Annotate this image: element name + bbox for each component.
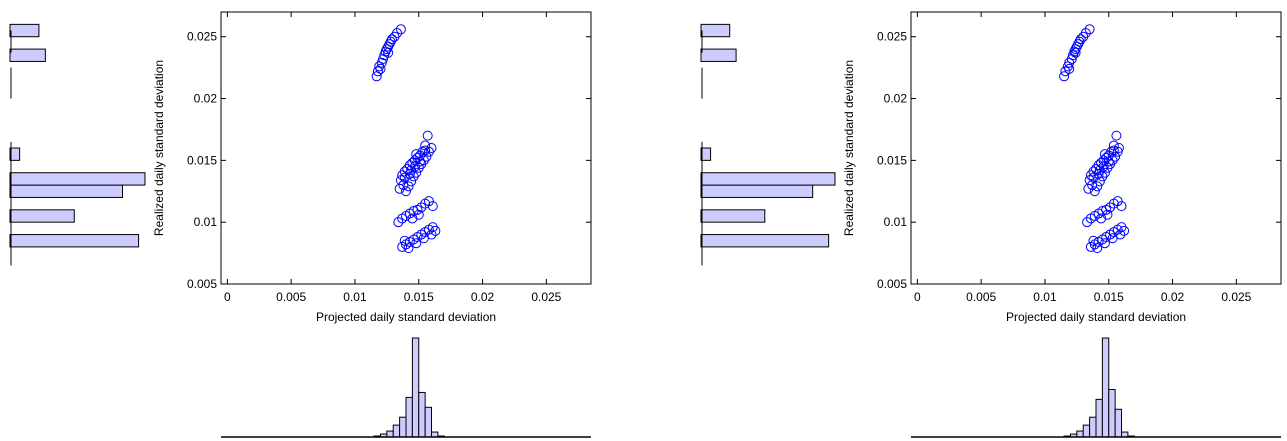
- histogram-bar: [1109, 389, 1115, 437]
- x-tick-label: 0: [914, 290, 921, 304]
- x-tick-label: 0.005: [276, 290, 306, 304]
- marginal-histogram-realized-1: [10, 24, 145, 265]
- histogram-bar: [1090, 417, 1096, 437]
- histogram-bar: [10, 235, 139, 247]
- histogram-bar: [10, 24, 39, 36]
- histogram-bar: [701, 49, 736, 61]
- histogram-bar: [10, 210, 74, 222]
- x-tick-label: 0.01: [1033, 290, 1057, 304]
- histogram-bar: [425, 407, 431, 437]
- y-tick-label: 0.02: [194, 92, 218, 106]
- y-tick-label: 0.005: [187, 277, 217, 291]
- y-tick-label: 0.015: [187, 153, 217, 167]
- x-tick-label: 0.025: [1221, 290, 1251, 304]
- histogram-bar: [1077, 431, 1083, 437]
- histogram-bar: [1096, 399, 1102, 437]
- histogram-bar: [1102, 338, 1108, 437]
- y-tick-label: 0.025: [187, 30, 217, 44]
- histogram-bar: [1115, 409, 1121, 437]
- x-tick-label: 0.025: [531, 290, 561, 304]
- x-tick-label: 0.015: [1094, 290, 1124, 304]
- histogram-bar: [10, 185, 123, 197]
- x-tick-label: 0.015: [404, 290, 434, 304]
- histogram-bar: [393, 425, 399, 437]
- y-axis-label-2: Realized daily standard deviation: [842, 60, 856, 236]
- histogram-bar: [1083, 425, 1089, 437]
- x-tick-label: 0: [224, 290, 231, 304]
- histogram-bar: [701, 185, 813, 197]
- plot-frame-2: [911, 12, 1281, 284]
- histogram-bar: [10, 173, 145, 185]
- scatter-plot-2: 0.005 0.01 0.015 0.02 0.025 0 0.005 0.01 0.015 0…: [842, 12, 1281, 324]
- x-axis-label-2: Projected daily standard deviation: [1006, 310, 1186, 324]
- histogram-bar: [701, 235, 829, 247]
- scatter-plot-1: 0.005 0.01 0.015 0.02 0.025 0 0.005 0.01 0.015 0…: [152, 12, 591, 324]
- histogram-bar: [387, 431, 393, 437]
- marginal-histogram-realized-2: [701, 24, 835, 265]
- histogram-bar: [400, 417, 406, 437]
- x-tick-label: 0.01: [343, 290, 367, 304]
- y-tick-label: 0.02: [884, 92, 908, 106]
- histogram-bar: [419, 392, 425, 437]
- histogram-bar: [412, 338, 418, 437]
- y-tick-label: 0.015: [877, 153, 907, 167]
- histogram-bar: [10, 49, 45, 61]
- x-tick-label: 0.02: [471, 290, 495, 304]
- histogram-bar: [701, 210, 765, 222]
- y-tick-label: 0.005: [877, 277, 907, 291]
- histogram-bar: [406, 397, 412, 437]
- histogram-bar: [701, 24, 730, 36]
- y-axis-label-1: Realized daily standard deviation: [152, 60, 166, 236]
- x-tick-label: 0.02: [1161, 290, 1185, 304]
- marginal-histogram-projected-1: [221, 338, 591, 437]
- y-tick-label: 0.01: [194, 215, 218, 229]
- y-tick-label: 0.025: [877, 30, 907, 44]
- x-tick-label: 0.005: [966, 290, 996, 304]
- histogram-bar: [701, 173, 835, 185]
- y-tick-label: 0.01: [884, 215, 908, 229]
- x-axis-label-1: Projected daily standard deviation: [316, 310, 496, 324]
- marginal-histogram-projected-2: [911, 338, 1281, 437]
